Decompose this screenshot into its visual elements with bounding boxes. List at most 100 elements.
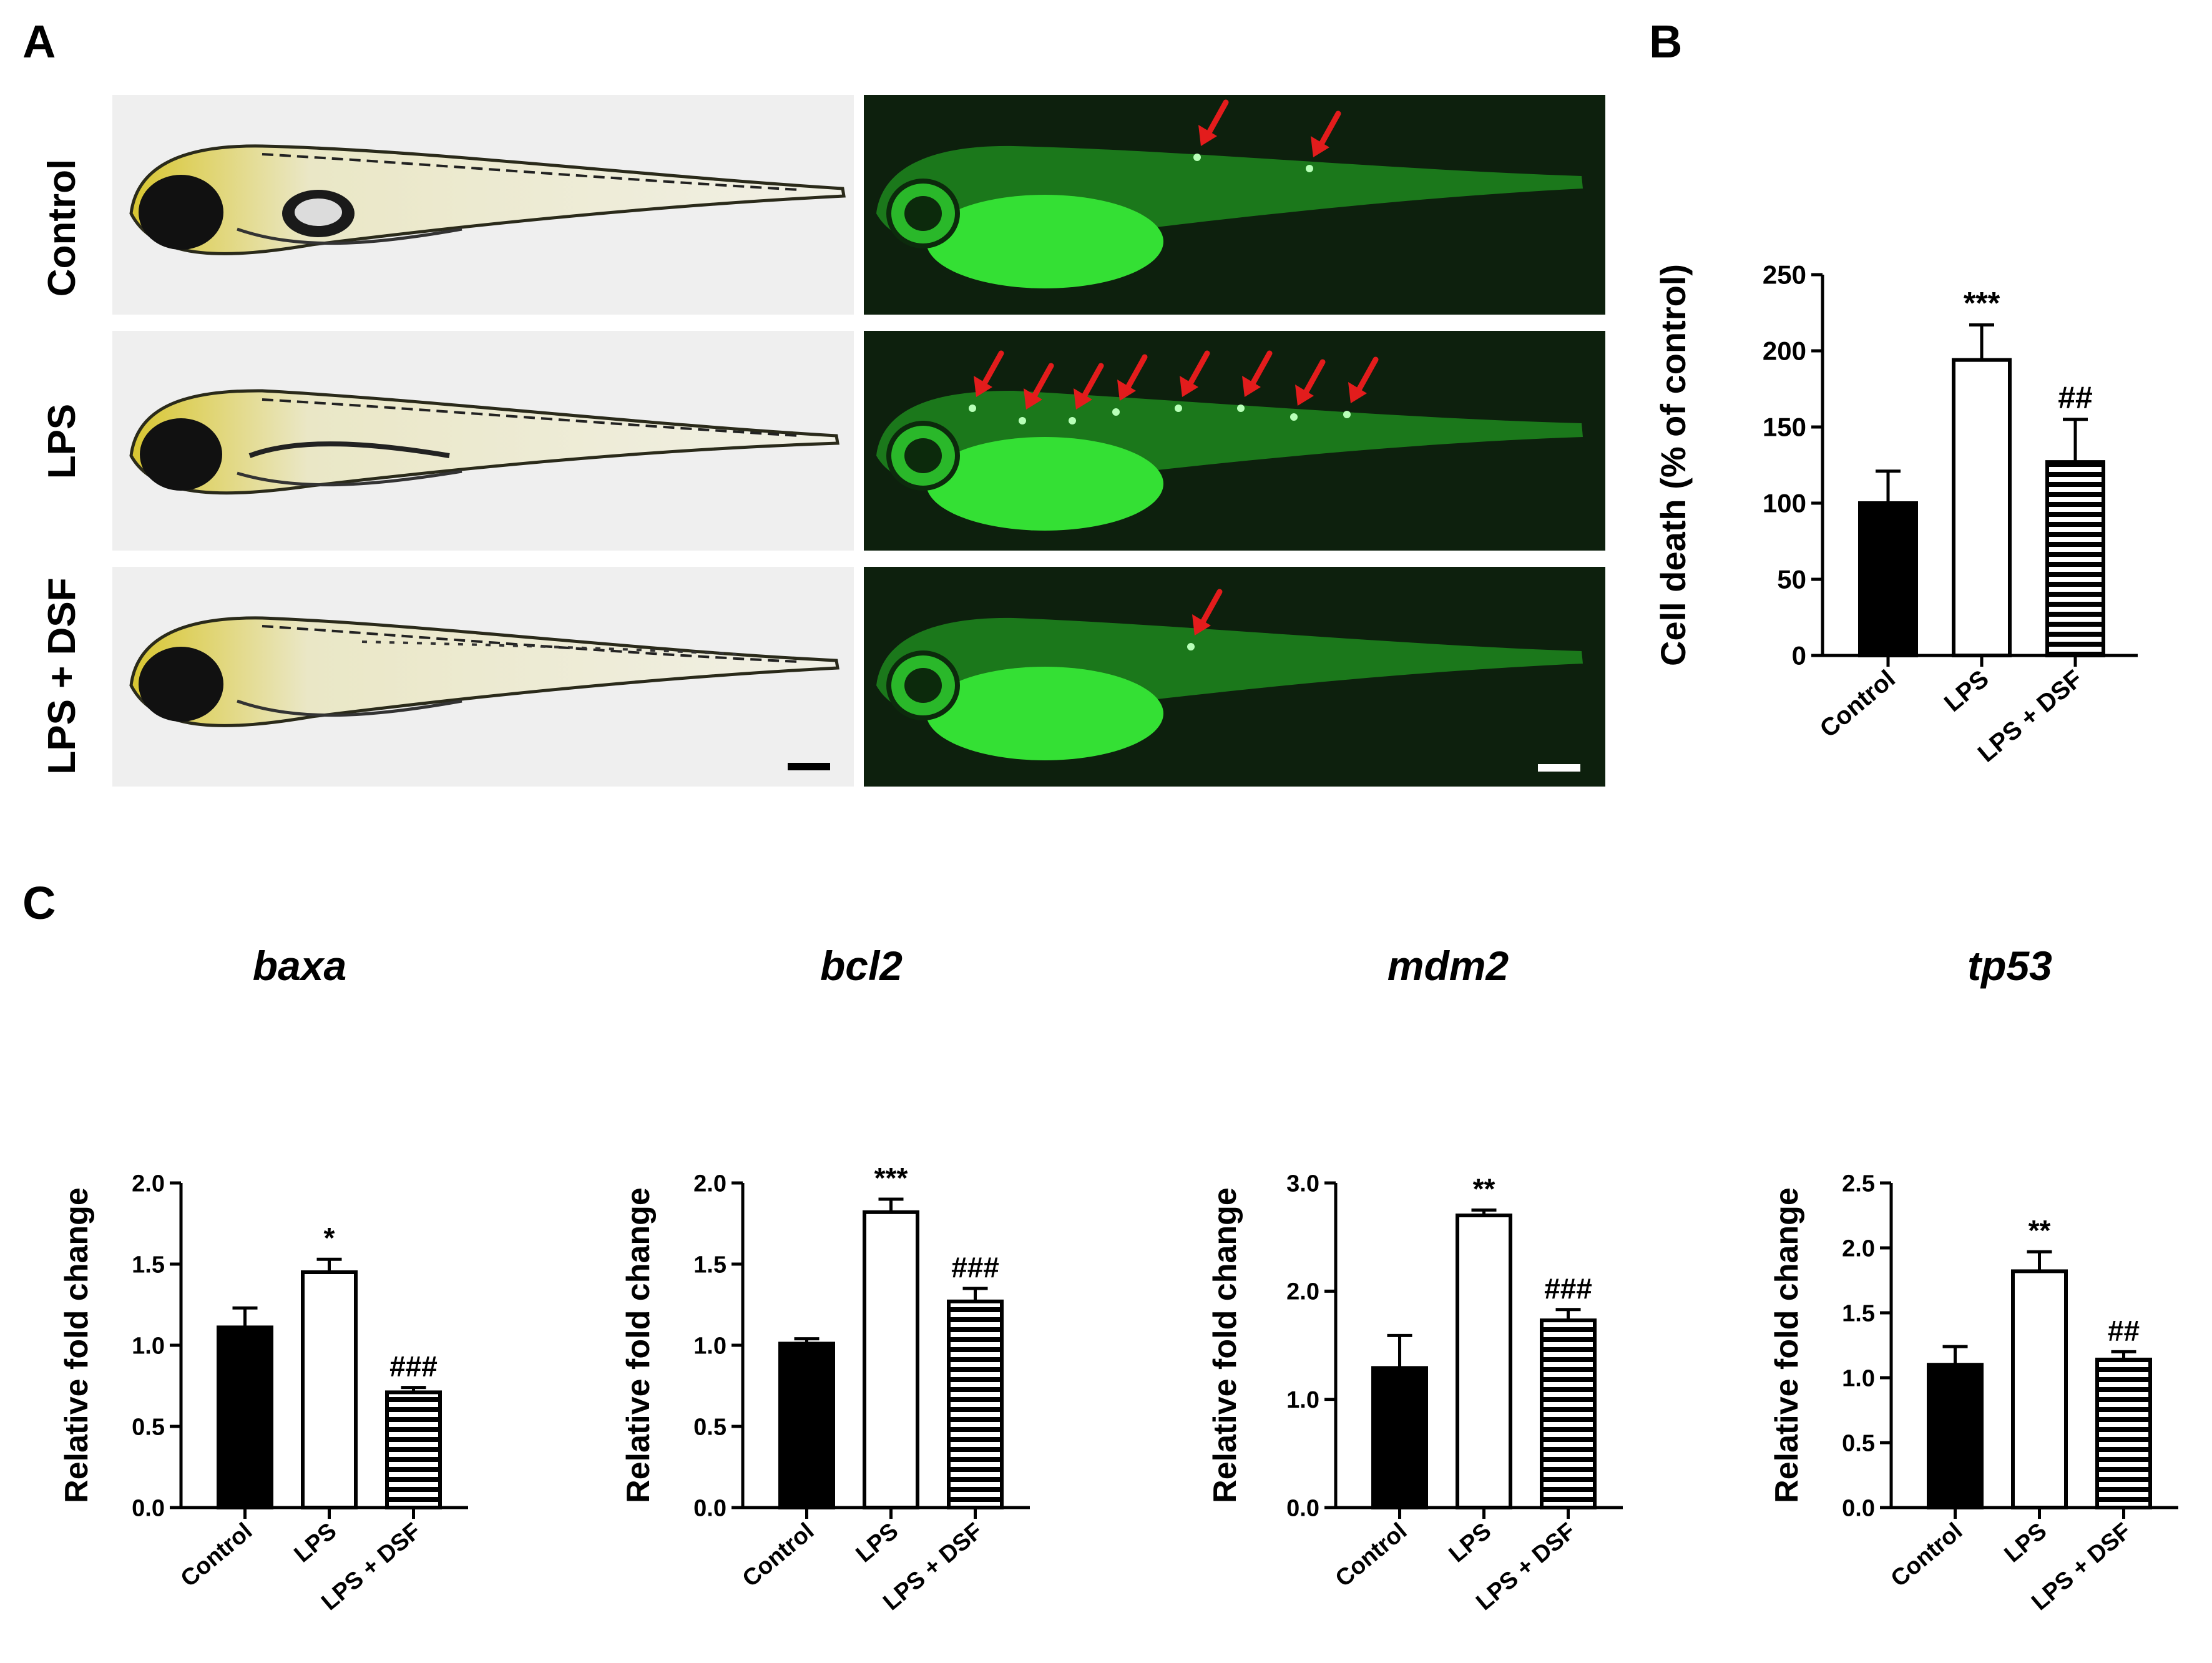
y-tick-label: 0.5 [1842, 1430, 1875, 1456]
fluorescent-spot [1019, 417, 1026, 424]
red-arrow [1348, 356, 1379, 403]
y-tick-label: 0 [1792, 641, 1806, 670]
chart-c-bcl2: bcl2 Relative fold change 0.0 0.5 1.0 1.5 2.0 C… [620, 943, 1030, 1616]
fluorescent-spot [1175, 405, 1182, 412]
y-axis-label: Relative fold change [1769, 1187, 1805, 1503]
row-label-lps: LPS [41, 403, 84, 479]
panel-letter-c: C [22, 877, 56, 929]
y-tick-label: 2.5 [1842, 1170, 1875, 1197]
fluorescence-svg-lps [876, 350, 1583, 531]
y-tick-label: 0.5 [693, 1414, 727, 1440]
y-tick-label: 2.0 [1286, 1279, 1319, 1305]
row-label-lps-dsf: LPS + DSF [41, 577, 84, 775]
red-arrow [1242, 350, 1273, 397]
x-category-label: Control [738, 1518, 819, 1592]
chart-title: mdm2 [1387, 943, 1509, 989]
fluorescent-spot [1069, 417, 1076, 424]
x-category-label: LPS [290, 1518, 342, 1568]
y-tick-label: 0.0 [132, 1495, 165, 1521]
fluorescent-spot [1306, 165, 1313, 172]
y-tick-label: 0.5 [132, 1414, 165, 1440]
significance-label: ### [951, 1251, 999, 1283]
y-tick-label: 3.0 [1286, 1170, 1319, 1197]
red-arrow [1074, 363, 1104, 410]
bar-lps-dsf [947, 1299, 1004, 1509]
fluorescent-spot [1112, 408, 1120, 416]
significance-label: *** [874, 1162, 908, 1194]
fluorescence-svg-lps-dsf [876, 589, 1583, 772]
scale-bar-white [1538, 764, 1580, 772]
brightfield-image-control [112, 95, 854, 315]
fluorescence-image-lps-dsf [864, 567, 1605, 787]
x-category-label: LPS [851, 1518, 904, 1568]
bar-control [217, 1325, 273, 1510]
y-tick-label: 2.0 [693, 1170, 727, 1197]
bar-lps [2011, 1269, 2068, 1509]
panel-letter-a: A [22, 16, 56, 67]
brightfield-image-lps [112, 331, 854, 551]
red-arrow [1198, 99, 1229, 146]
y-tick-label: 200 [1763, 336, 1806, 366]
panel-letter-b: B [1649, 16, 1683, 67]
row-label-control: Control [41, 159, 84, 297]
arrow-group-lps-dsf [1187, 589, 1223, 650]
bar-lps-dsf [1540, 1318, 1597, 1510]
y-tick-label: 0.0 [693, 1495, 727, 1521]
bar-control [1371, 1366, 1428, 1510]
x-category-label: Control [1331, 1518, 1412, 1592]
brightfield-image-lps-dsf [112, 567, 854, 787]
chart-b-cell-death: Cell death (% of control) 0 50 100 150 200 250… [1653, 260, 2138, 768]
significance-label: ** [2028, 1214, 2051, 1247]
chart-c-baxa: baxa Relative fold change 0.0 0.5 1.0 1.5 2.0 C… [59, 943, 468, 1616]
bar-control [1858, 501, 1918, 657]
fluorescent-spot [1187, 643, 1195, 650]
red-arrow [1311, 110, 1341, 157]
y-tick-label: 1.5 [693, 1252, 727, 1278]
red-arrow [974, 350, 1004, 397]
y-axis-label: Relative fold change [59, 1187, 95, 1503]
significance-label: ### [1544, 1272, 1592, 1305]
y-tick-label: 1.0 [132, 1333, 165, 1359]
bar-lps-dsf [385, 1390, 442, 1510]
fluorescent-spot [1193, 154, 1201, 161]
y-tick-label: 0.0 [1286, 1495, 1319, 1521]
chart-title: baxa [253, 943, 346, 989]
bar-lps [1952, 358, 2012, 657]
bar-lps-dsf [2045, 460, 2105, 657]
y-tick-label: 1.5 [1842, 1300, 1875, 1327]
y-axis-label: Cell death (% of control) [1653, 264, 1693, 666]
fluorescence-image-control [864, 95, 1605, 315]
y-axis-label: Relative fold change [620, 1187, 657, 1503]
y-tick-label: 0.0 [1842, 1495, 1875, 1521]
chart-c-mdm2: mdm2 Relative fold change 0.0 1.0 2.0 3.0 Cont… [1207, 943, 1623, 1616]
x-category-label: Control [1886, 1518, 1967, 1592]
red-arrow [1192, 589, 1223, 635]
chart-title: bcl2 [820, 943, 903, 989]
x-category-label: LPS + DSF [1973, 665, 2088, 767]
fluorescent-spot [1290, 413, 1298, 421]
red-arrow [1180, 350, 1210, 397]
y-axis-label: Relative fold change [1207, 1187, 1243, 1503]
significance-label: * [324, 1222, 335, 1254]
bar-control [1927, 1363, 1984, 1510]
y-tick-label: 1.0 [1286, 1387, 1319, 1413]
fluorescence-image-lps [864, 331, 1605, 551]
significance-label: ## [2058, 380, 2093, 415]
y-tick-label: 100 [1763, 489, 1806, 518]
bar-lps [1456, 1214, 1512, 1509]
y-tick-label: 50 [1777, 565, 1806, 594]
fluorescent-spot [1237, 405, 1245, 412]
fluorescent-spot [1343, 411, 1351, 418]
arrow-group-control [1193, 99, 1341, 172]
significance-label: *** [1964, 286, 2000, 321]
scale-bar-black [788, 763, 830, 770]
bar-lps-dsf [2095, 1357, 2152, 1509]
red-arrow [1295, 359, 1326, 406]
x-category-label: LPS [1939, 665, 1994, 717]
significance-label: ### [389, 1350, 438, 1383]
y-tick-label: 2.0 [132, 1170, 165, 1197]
significance-label: ## [2108, 1314, 2140, 1347]
y-tick-label: 1.5 [132, 1252, 165, 1278]
y-tick-label: 2.0 [1842, 1235, 1875, 1262]
chart-c-tp53: tp53 Relative fold change 0.0 0.5 1.0 1.5 2.0 2… [1769, 943, 2178, 1616]
